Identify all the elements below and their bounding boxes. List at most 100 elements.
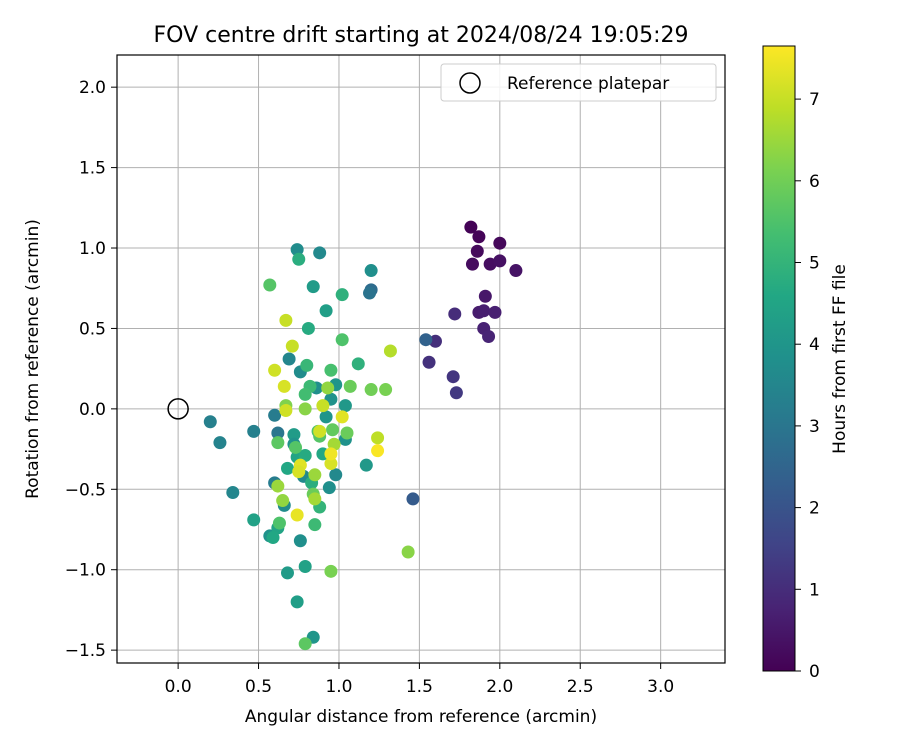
colorbar-tick-label: 1 xyxy=(809,580,820,600)
data-point xyxy=(319,304,333,318)
data-point xyxy=(271,436,285,450)
data-point xyxy=(247,424,261,438)
data-point xyxy=(301,321,315,335)
data-point xyxy=(298,387,312,401)
colorbar-tick-label: 3 xyxy=(809,417,820,437)
y-tick-label: 1.0 xyxy=(79,239,106,259)
data-point xyxy=(419,333,433,347)
colorbar-tick-label: 7 xyxy=(809,90,820,110)
y-tick-label: 0.5 xyxy=(79,319,106,339)
colorbar-tick-label: 4 xyxy=(809,335,820,355)
data-point xyxy=(271,426,285,440)
data-point xyxy=(379,383,393,397)
data-point xyxy=(322,481,336,495)
x-tick-label: 0.0 xyxy=(165,677,192,697)
data-point xyxy=(268,408,282,422)
data-point xyxy=(493,254,507,268)
data-point xyxy=(509,264,523,278)
y-tick-label: 0.0 xyxy=(79,400,106,420)
x-tick-label: 1.5 xyxy=(406,677,433,697)
x-tick-label: 2.5 xyxy=(567,677,594,697)
data-point xyxy=(306,280,320,294)
data-point xyxy=(313,246,327,260)
data-point xyxy=(287,428,301,442)
colorbar-tick-label: 5 xyxy=(809,254,820,274)
colorbar-tick-label: 6 xyxy=(809,172,820,192)
data-point xyxy=(308,518,322,532)
data-point xyxy=(290,595,304,609)
y-tick-label: −1.5 xyxy=(65,641,106,661)
data-point xyxy=(401,545,415,559)
data-point xyxy=(448,307,462,321)
data-point xyxy=(282,352,296,366)
data-point xyxy=(263,278,277,292)
data-point xyxy=(351,357,365,371)
data-point xyxy=(271,479,285,493)
data-point xyxy=(493,236,507,250)
plot-frame xyxy=(116,54,726,664)
data-point xyxy=(464,220,478,234)
data-point xyxy=(298,449,312,463)
data-point xyxy=(308,468,322,482)
x-tick-label: 2.0 xyxy=(486,677,513,697)
data-point xyxy=(406,492,420,506)
data-point xyxy=(203,415,217,429)
colorbar: 0 1 2 3 4 5 6 7 Hours from first FF file xyxy=(762,45,850,682)
data-point xyxy=(247,513,261,527)
x-axis-label: Angular distance from reference (arcmin) xyxy=(245,707,597,727)
data-point xyxy=(363,286,377,300)
y-axis-label: Rotation from reference (arcmin) xyxy=(23,219,43,499)
data-point xyxy=(338,399,352,413)
data-point xyxy=(266,531,280,545)
y-tick-label: 1.5 xyxy=(79,159,106,179)
colorbar-label: Hours from first FF file xyxy=(830,264,850,454)
data-point xyxy=(272,516,286,530)
data-point xyxy=(472,230,486,244)
legend: Reference platepar xyxy=(440,63,717,102)
data-point xyxy=(364,264,378,278)
data-point xyxy=(329,468,343,482)
data-point xyxy=(335,288,349,302)
data-point xyxy=(226,486,240,500)
data-point xyxy=(470,244,484,258)
reference-marker-group xyxy=(167,398,189,420)
data-point xyxy=(308,492,322,506)
data-point xyxy=(449,386,463,400)
data-point xyxy=(276,494,290,508)
data-point xyxy=(383,344,397,358)
data-point xyxy=(482,329,496,343)
data-point xyxy=(321,381,335,395)
reference-marker-icon xyxy=(167,398,189,420)
data-point xyxy=(428,334,442,348)
x-axis: 0.0 0.5 1.0 1.5 2.0 2.5 3.0 xyxy=(165,663,674,697)
data-point xyxy=(465,257,479,271)
colorbar-ticks: 0 1 2 3 4 5 6 7 xyxy=(795,90,820,682)
data-point xyxy=(324,363,338,377)
data-point xyxy=(213,436,227,450)
x-tick-label: 1.0 xyxy=(325,677,352,697)
data-point xyxy=(279,403,293,417)
data-point xyxy=(280,461,294,475)
data-point xyxy=(359,458,373,472)
data-point xyxy=(300,358,314,372)
data-point xyxy=(335,333,349,347)
data-point xyxy=(292,252,306,266)
data-point xyxy=(285,339,299,353)
data-point xyxy=(319,410,333,424)
x-tick-label: 0.5 xyxy=(245,677,272,697)
data-point xyxy=(292,465,306,479)
data-point xyxy=(335,410,349,424)
data-point xyxy=(343,379,357,393)
colorbar-gradient xyxy=(762,45,796,672)
data-point xyxy=(340,426,354,440)
data-point xyxy=(298,559,312,573)
y-tick-label: −0.5 xyxy=(65,480,106,500)
data-point xyxy=(478,289,492,303)
data-point xyxy=(279,313,293,327)
data-point xyxy=(316,399,330,413)
data-point xyxy=(324,457,338,471)
data-point xyxy=(290,243,304,257)
data-point xyxy=(488,305,502,319)
data-point xyxy=(298,402,312,416)
